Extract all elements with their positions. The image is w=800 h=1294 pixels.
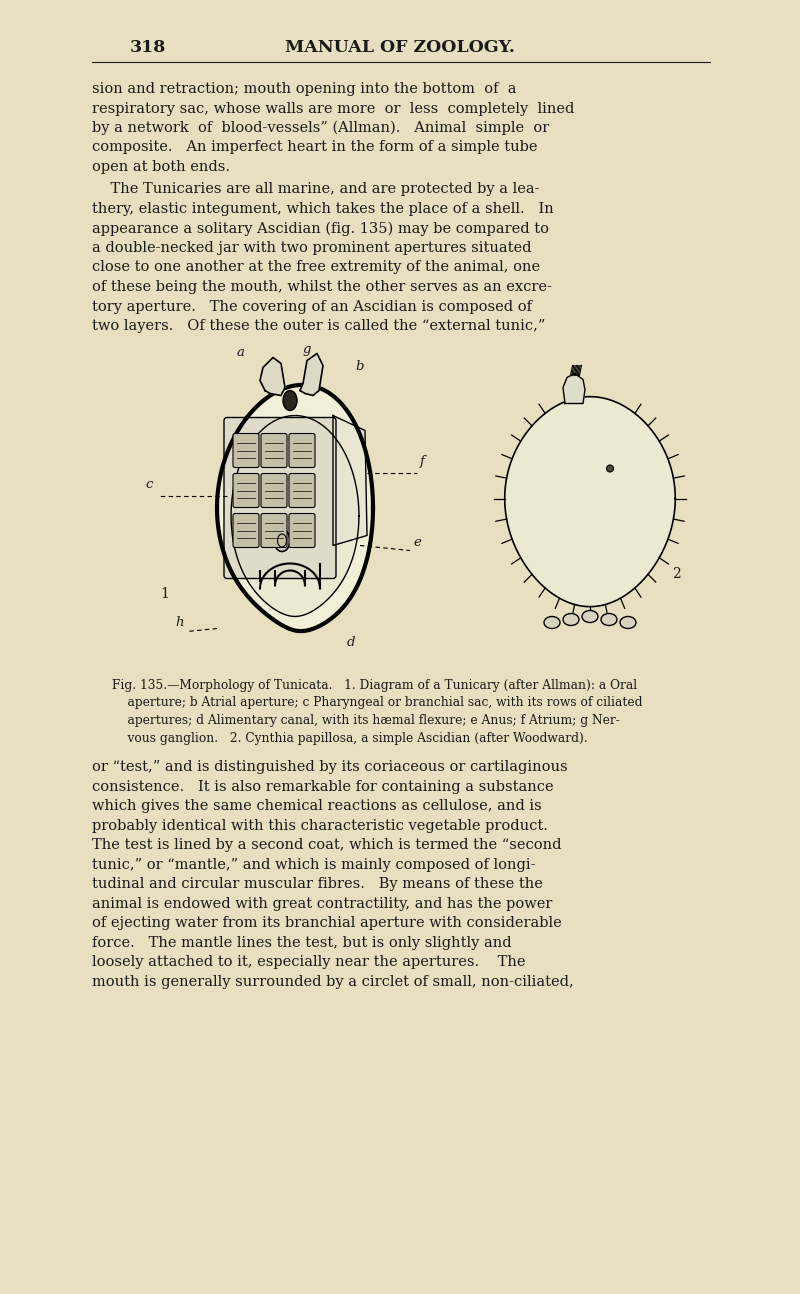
Text: loosely attached to it, especially near the apertures.    The: loosely attached to it, especially near … bbox=[92, 955, 526, 969]
Polygon shape bbox=[260, 357, 285, 396]
FancyBboxPatch shape bbox=[233, 514, 259, 547]
Text: g: g bbox=[303, 343, 311, 356]
FancyBboxPatch shape bbox=[224, 418, 336, 578]
Text: thery, elastic integument, which takes the place of a shell.   In: thery, elastic integument, which takes t… bbox=[92, 202, 554, 216]
Text: a: a bbox=[237, 345, 245, 358]
Text: e: e bbox=[413, 536, 421, 549]
FancyBboxPatch shape bbox=[233, 474, 259, 507]
Text: a double-necked jar with two prominent apertures situated: a double-necked jar with two prominent a… bbox=[92, 241, 531, 255]
Text: The Tunicaries are all marine, and are protected by a lea-: The Tunicaries are all marine, and are p… bbox=[92, 182, 539, 197]
Text: 1: 1 bbox=[160, 587, 169, 602]
Text: mouth is generally surrounded by a circlet of small, non-ciliated,: mouth is generally surrounded by a circl… bbox=[92, 974, 574, 989]
Ellipse shape bbox=[620, 616, 636, 629]
Text: consistence.   It is also remarkable for containing a substance: consistence. It is also remarkable for c… bbox=[92, 780, 554, 793]
Ellipse shape bbox=[278, 534, 286, 547]
Text: MANUAL OF ZOOLOGY.: MANUAL OF ZOOLOGY. bbox=[285, 40, 515, 57]
Text: of ejecting water from its branchial aperture with considerable: of ejecting water from its branchial ape… bbox=[92, 916, 562, 930]
Text: tudinal and circular muscular fibres.   By means of these the: tudinal and circular muscular fibres. By… bbox=[92, 877, 543, 892]
Ellipse shape bbox=[563, 613, 579, 625]
Text: which gives the same chemical reactions as cellulose, and is: which gives the same chemical reactions … bbox=[92, 800, 542, 813]
Text: force.   The mantle lines the test, but is only slightly and: force. The mantle lines the test, but is… bbox=[92, 936, 512, 950]
FancyBboxPatch shape bbox=[289, 433, 315, 467]
Text: h: h bbox=[175, 616, 183, 629]
Ellipse shape bbox=[601, 613, 617, 625]
Text: two layers.   Of these the outer is called the “external tunic,”: two layers. Of these the outer is called… bbox=[92, 320, 546, 333]
Text: or “test,” and is distinguished by its coriaceous or cartilaginous: or “test,” and is distinguished by its c… bbox=[92, 761, 568, 774]
Text: close to one another at the free extremity of the animal, one: close to one another at the free extremi… bbox=[92, 260, 540, 274]
Text: composite.   An imperfect heart in the form of a simple tube: composite. An imperfect heart in the for… bbox=[92, 141, 538, 154]
Text: open at both ends.: open at both ends. bbox=[92, 160, 230, 173]
Polygon shape bbox=[300, 353, 323, 396]
FancyBboxPatch shape bbox=[289, 474, 315, 507]
Polygon shape bbox=[333, 415, 367, 546]
Text: of these being the mouth, whilst the other serves as an excre-: of these being the mouth, whilst the oth… bbox=[92, 280, 552, 294]
Text: probably identical with this characteristic vegetable product.: probably identical with this characteris… bbox=[92, 819, 548, 833]
Ellipse shape bbox=[544, 616, 560, 629]
Ellipse shape bbox=[283, 391, 297, 410]
Text: animal is endowed with great contractility, and has the power: animal is endowed with great contractili… bbox=[92, 897, 552, 911]
FancyBboxPatch shape bbox=[261, 474, 287, 507]
Text: The test is lined by a second coat, which is termed the “second: The test is lined by a second coat, whic… bbox=[92, 839, 562, 853]
Text: 2: 2 bbox=[672, 568, 681, 581]
Text: 318: 318 bbox=[130, 40, 166, 57]
Polygon shape bbox=[231, 415, 359, 616]
Text: sion and retraction; mouth opening into the bottom  of  a: sion and retraction; mouth opening into … bbox=[92, 82, 517, 96]
Ellipse shape bbox=[582, 611, 598, 622]
Text: respiratory sac, whose walls are more  or  less  completely  lined: respiratory sac, whose walls are more or… bbox=[92, 101, 574, 115]
Polygon shape bbox=[563, 374, 585, 404]
Text: vous ganglion.   2. Cynthia papillosa, a simple Ascidian (after Woodward).: vous ganglion. 2. Cynthia papillosa, a s… bbox=[112, 732, 588, 745]
Ellipse shape bbox=[606, 465, 614, 472]
FancyBboxPatch shape bbox=[289, 514, 315, 547]
Text: tory aperture.   The covering of an Ascidian is composed of: tory aperture. The covering of an Ascidi… bbox=[92, 299, 532, 313]
Text: apertures; d Alimentary canal, with its hæmal flexure; e Anus; f Atrium; g Ner-: apertures; d Alimentary canal, with its … bbox=[112, 714, 620, 727]
Polygon shape bbox=[505, 397, 675, 607]
Text: appearance a solitary Ascidian (fig. 135) may be compared to: appearance a solitary Ascidian (fig. 135… bbox=[92, 221, 549, 236]
FancyBboxPatch shape bbox=[261, 433, 287, 467]
Text: by a network  of  blood-vessels” (Allman).   Animal  simple  or: by a network of blood-vessels” (Allman).… bbox=[92, 122, 550, 136]
FancyBboxPatch shape bbox=[261, 514, 287, 547]
Ellipse shape bbox=[274, 529, 290, 551]
Text: f: f bbox=[420, 455, 425, 468]
Text: b: b bbox=[355, 361, 363, 374]
Text: c: c bbox=[145, 479, 152, 492]
Text: d: d bbox=[347, 635, 355, 648]
Text: tunic,” or “mantle,” and which is mainly composed of longi-: tunic,” or “mantle,” and which is mainly… bbox=[92, 858, 535, 872]
Polygon shape bbox=[217, 384, 373, 631]
Text: aperture; b Atrial aperture; c Pharyngeal or branchial sac, with its rows of cil: aperture; b Atrial aperture; c Pharyngea… bbox=[112, 696, 642, 709]
FancyBboxPatch shape bbox=[233, 433, 259, 467]
Text: Fig. 135.—Morphology of Tunicata.   1. Diagram of a Tunicary (after Allman): a O: Fig. 135.—Morphology of Tunicata. 1. Dia… bbox=[112, 678, 637, 691]
